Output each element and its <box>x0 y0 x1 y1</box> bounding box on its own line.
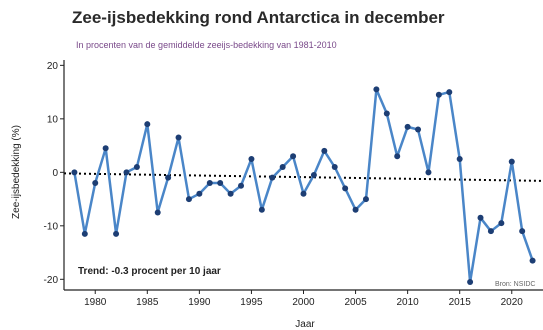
data-point <box>206 180 213 187</box>
x-tick-label: 2020 <box>501 297 524 308</box>
data-point <box>519 228 526 235</box>
data-point <box>217 180 224 187</box>
source-label: Bron: NSIDC <box>495 281 535 288</box>
x-tick-label: 1990 <box>188 297 211 308</box>
data-point <box>477 214 484 221</box>
data-point <box>321 147 328 154</box>
data-point <box>81 230 88 237</box>
y-tick-label: 20 <box>47 61 59 72</box>
data-point <box>300 190 307 197</box>
data-point <box>144 121 151 128</box>
data-point <box>113 230 120 237</box>
x-tick-label: 2015 <box>449 297 472 308</box>
x-tick-label: 1980 <box>84 297 107 308</box>
data-point <box>102 145 109 152</box>
data-point <box>456 155 463 162</box>
y-tick-label: 0 <box>52 168 58 179</box>
data-point <box>71 169 78 176</box>
y-tick-label: -10 <box>44 221 59 232</box>
data-point <box>394 153 401 160</box>
data-point <box>269 174 276 181</box>
data-point <box>373 86 380 93</box>
data-point <box>133 163 140 170</box>
data-point <box>487 228 494 235</box>
data-point <box>92 180 99 187</box>
data-point <box>258 206 265 213</box>
data-point <box>352 206 359 213</box>
trend-annotation: Trend: -0.3 procent per 10 jaar <box>78 266 221 277</box>
x-tick-label: 2005 <box>344 297 367 308</box>
data-point <box>362 196 369 203</box>
data-point <box>435 91 442 98</box>
data-point <box>467 278 474 285</box>
data-point <box>227 190 234 197</box>
data-point <box>290 153 297 160</box>
x-tick-label: 1995 <box>240 297 263 308</box>
chart-subtitle: In procenten van de gemiddelde zeeijs-be… <box>76 40 337 50</box>
x-tick-label: 2000 <box>292 297 315 308</box>
data-point <box>196 190 203 197</box>
data-point <box>415 126 422 133</box>
data-point <box>279 163 286 170</box>
data-point <box>175 134 182 141</box>
data-point <box>498 220 505 227</box>
data-point <box>508 158 515 165</box>
y-axis: 20 10 0 -10 -20 <box>44 61 64 286</box>
y-axis-label: Zee-ijsbedekking (%) <box>11 125 22 219</box>
x-axis: 1980 1985 1990 1995 2000 2005 2010 2015 2020 <box>84 290 523 308</box>
plot-area <box>64 60 543 290</box>
x-tick-label: 2010 <box>397 297 420 308</box>
data-points <box>71 86 536 285</box>
data-point <box>154 209 161 216</box>
y-tick-label: -20 <box>44 275 59 286</box>
data-point <box>123 169 130 176</box>
data-point <box>342 185 349 192</box>
data-point <box>425 169 432 176</box>
data-point <box>248 155 255 162</box>
data-point <box>165 174 172 181</box>
data-point <box>331 163 338 170</box>
x-axis-label: Jaar <box>295 319 315 330</box>
data-point <box>383 110 390 117</box>
chart-title: Zee-ijsbedekking rond Antarctica in dece… <box>72 8 445 27</box>
data-point <box>310 172 317 178</box>
data-point <box>446 89 453 96</box>
data-point <box>185 196 192 203</box>
y-tick-label: 10 <box>47 114 59 125</box>
x-tick-label: 1985 <box>136 297 159 308</box>
data-point <box>238 182 245 189</box>
data-point <box>529 257 536 264</box>
data-point <box>404 123 411 130</box>
